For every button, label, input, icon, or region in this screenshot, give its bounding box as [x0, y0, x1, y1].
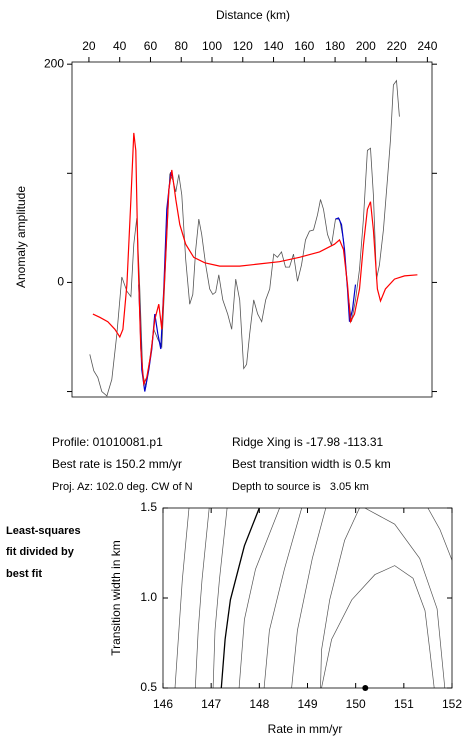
contour-line [427, 507, 453, 561]
contour-line [321, 565, 435, 689]
info-text: Best rate is 150.2 mm/yr [52, 457, 182, 471]
x-tick-label: 60 [144, 39, 158, 53]
contour-line [364, 507, 446, 689]
x-tick-label: 200 [356, 39, 376, 53]
info-text: Ridge Xing is -17.98 -113.31 [232, 435, 384, 449]
y-tick-label: 1.0 [140, 590, 157, 604]
info-text: Depth to source is 3.05 km [232, 481, 369, 493]
info-text: Best transition width is 0.5 km [232, 457, 391, 471]
x-tick-label: 40 [113, 39, 127, 53]
x-tick-label: 100 [202, 39, 222, 53]
x-tick-label: 150 [346, 697, 366, 711]
note-text: Least-squares [6, 525, 81, 537]
x-tick-label: 140 [264, 39, 284, 53]
y-tick-label: 1.5 [140, 500, 157, 514]
contour-line [194, 507, 210, 689]
x-tick-label: 148 [249, 697, 269, 711]
data-line [92, 132, 418, 387]
x-tick-label: 20 [82, 39, 96, 53]
y-tick-label: 0.5 [140, 680, 157, 694]
x-axis-title: Rate in mm/yr [268, 722, 343, 736]
best-fit-point [362, 685, 369, 691]
x-tick-label: 240 [417, 39, 437, 53]
x-tick-label: 149 [297, 697, 317, 711]
note-text: fit divided by [6, 546, 75, 558]
info-text: Profile: 01010081.p1 [52, 435, 163, 449]
contour-line [174, 507, 190, 689]
y-axis-title: Transition width in km [109, 540, 123, 656]
contour-line [291, 507, 327, 689]
contour-line [212, 507, 228, 689]
y-tick-label: 200 [44, 56, 64, 70]
x-tick-label: 151 [394, 697, 414, 711]
contour-line [320, 507, 360, 689]
x-tick-label: 147 [201, 697, 221, 711]
note-text: best fit [6, 568, 42, 580]
x-tick-label: 152 [442, 697, 462, 711]
x-tick-label: 146 [153, 697, 173, 711]
x-tick-label: 180 [325, 39, 345, 53]
x-tick-label: 160 [294, 39, 314, 53]
x-tick-label: 80 [175, 39, 189, 53]
contour-line [263, 507, 303, 689]
y-axis-title: Anomaly amplitude [14, 186, 28, 288]
info-text: Proj. Az: 102.0 deg. CW of N [52, 481, 193, 493]
y-tick-label: 0 [57, 275, 64, 289]
x-axis-title: Distance (km) [216, 8, 290, 22]
x-tick-label: 120 [233, 39, 253, 53]
data-line [89, 79, 400, 397]
plot-frame [71, 61, 433, 398]
x-tick-label: 220 [387, 39, 407, 53]
contour-line [220, 507, 260, 689]
contour-line [238, 507, 280, 689]
